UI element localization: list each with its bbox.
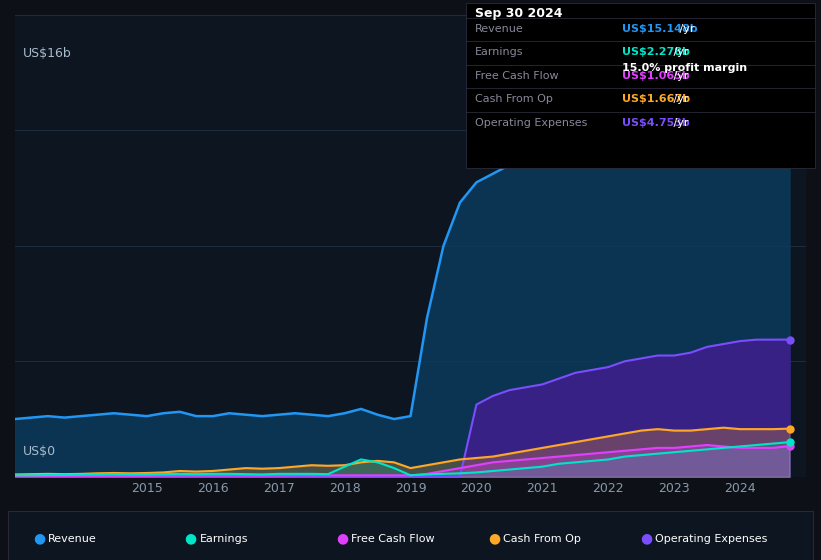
Text: /yr: /yr bbox=[676, 24, 695, 34]
Text: Revenue: Revenue bbox=[475, 24, 523, 34]
Text: ●: ● bbox=[185, 532, 197, 545]
Text: Free Cash Flow: Free Cash Flow bbox=[475, 71, 558, 81]
Text: US$15.148b: US$15.148b bbox=[622, 24, 698, 34]
Text: Operating Expenses: Operating Expenses bbox=[475, 118, 587, 128]
Text: ●: ● bbox=[640, 532, 653, 545]
Text: Earnings: Earnings bbox=[200, 534, 248, 544]
Text: US$1.065b: US$1.065b bbox=[622, 71, 690, 81]
Text: Earnings: Earnings bbox=[475, 48, 523, 58]
Text: Operating Expenses: Operating Expenses bbox=[655, 534, 768, 544]
Text: Cash From Op: Cash From Op bbox=[475, 95, 553, 105]
Text: Free Cash Flow: Free Cash Flow bbox=[351, 534, 435, 544]
Text: US$1.667b: US$1.667b bbox=[622, 95, 690, 105]
Text: /yr: /yr bbox=[671, 95, 689, 105]
Text: US$0: US$0 bbox=[23, 445, 56, 458]
Text: /yr: /yr bbox=[671, 48, 689, 58]
Text: Sep 30 2024: Sep 30 2024 bbox=[475, 7, 562, 20]
Text: ●: ● bbox=[33, 532, 45, 545]
Text: /yr: /yr bbox=[671, 118, 689, 128]
Text: ●: ● bbox=[337, 532, 349, 545]
Text: Revenue: Revenue bbox=[48, 534, 96, 544]
Text: US$2.278b: US$2.278b bbox=[622, 48, 690, 58]
Text: 15.0% profit margin: 15.0% profit margin bbox=[622, 63, 747, 73]
Text: ●: ● bbox=[488, 532, 501, 545]
Text: US$4.753b: US$4.753b bbox=[622, 118, 690, 128]
Text: US$16b: US$16b bbox=[23, 48, 71, 60]
Text: /yr: /yr bbox=[671, 71, 689, 81]
Text: Cash From Op: Cash From Op bbox=[503, 534, 581, 544]
